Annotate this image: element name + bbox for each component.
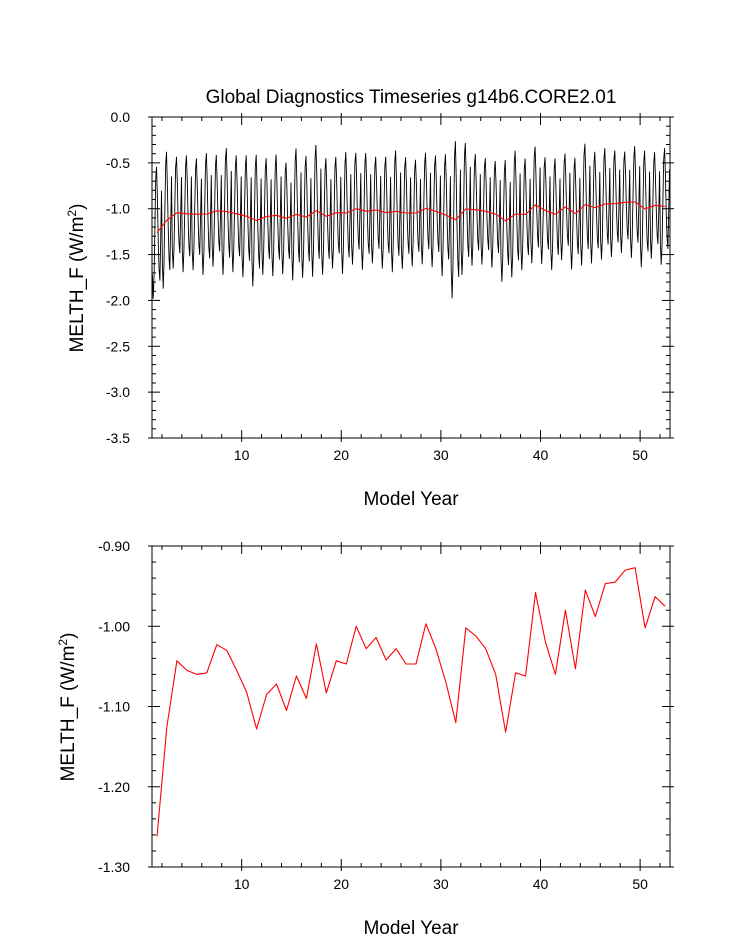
- bottom-x-tick-label: 40: [533, 876, 549, 892]
- top-y-tick-label: -3.0: [106, 384, 130, 400]
- top-plot-lines: [151, 141, 670, 299]
- top-y-tick-label: -1.5: [106, 247, 130, 263]
- top-y-tick-label: -1.0: [106, 201, 130, 217]
- top-y-tick-label: -0.5: [106, 155, 130, 171]
- top-x-tick-label: 30: [433, 447, 449, 463]
- top-tick-labels: 10 20 30 40 50 0.0 -0.5 -1.0 -1.5 -2.0 -2.5 -3.0 -3.…: [106, 109, 648, 463]
- figure-title: Global Diagnostics Timeseries g14b6.CORE…: [206, 87, 617, 108]
- bottom-x-tick-label: 10: [234, 876, 250, 892]
- bottom-x-tick-label: 20: [333, 876, 349, 892]
- bottom-y-tick-label: -1.20: [98, 779, 130, 795]
- top-series-monthly: [151, 141, 670, 299]
- bottom-x-tick-label: 30: [433, 876, 449, 892]
- bottom-y-tick-label: -1.30: [98, 859, 130, 875]
- top-x-axis-title: Model Year: [363, 489, 459, 510]
- top-series-annual: [156, 201, 666, 234]
- bottom-ticks: [148, 542, 674, 871]
- top-x-tick-label: 50: [632, 447, 648, 463]
- bottom-plot-lines: [156, 567, 666, 837]
- bottom-x-tick-label: 50: [632, 876, 648, 892]
- top-x-tick-label: 40: [533, 447, 549, 463]
- top-panel: 10 20 30 40 50 0.0 -0.5 -1.0 -1.5 -2.0 -2.5 -3.0 -3.…: [65, 109, 674, 510]
- bottom-panel: 10 20 30 40 50 -0.90 -1.00 -1.10 -1.20 -1.30 Mode…: [56, 538, 674, 939]
- bottom-y-tick-label: -1.00: [98, 618, 130, 634]
- bottom-series-annual: [156, 567, 666, 837]
- top-y-tick-label: -2.0: [106, 292, 130, 308]
- bottom-y-axis-title: MELTH_F (W/m2): [56, 633, 79, 782]
- top-x-tick-label: 10: [234, 447, 250, 463]
- bottom-y-tick-label: -0.90: [98, 538, 130, 554]
- top-y-tick-label: -2.5: [106, 338, 130, 354]
- top-x-tick-label: 20: [333, 447, 349, 463]
- bottom-tick-labels: 10 20 30 40 50 -0.90 -1.00 -1.10 -1.20 -1.30: [98, 538, 648, 892]
- top-plot-frame: [151, 116, 671, 439]
- top-y-tick-label: 0.0: [111, 109, 131, 125]
- bottom-x-axis-title: Model Year: [363, 918, 459, 939]
- top-ticks: [148, 113, 674, 442]
- bottom-plot-frame: [151, 545, 671, 868]
- top-y-tick-label: -3.5: [106, 430, 130, 446]
- bottom-y-tick-label: -1.10: [98, 699, 130, 715]
- top-y-axis-title: MELTH_F (W/m2): [65, 204, 88, 353]
